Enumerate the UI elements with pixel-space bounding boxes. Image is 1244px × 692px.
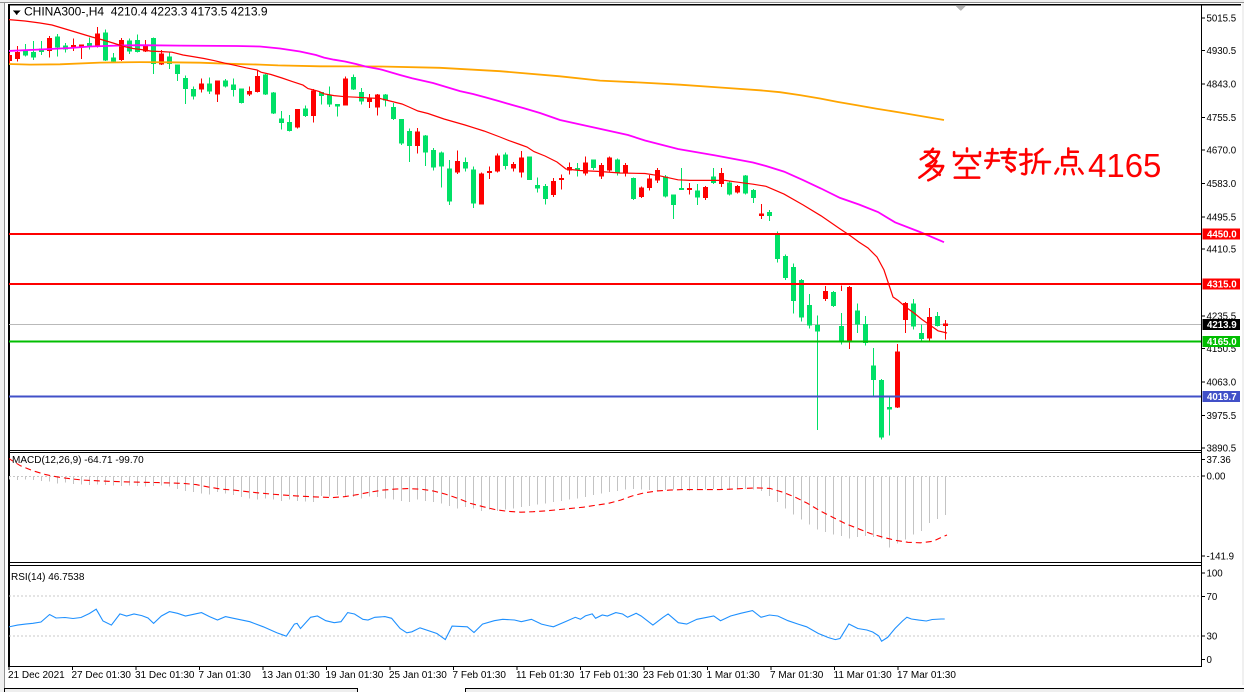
- svg-text:23 Feb 01:30: 23 Feb 01:30: [643, 670, 702, 681]
- svg-text:RSI(14) 46.7538: RSI(14) 46.7538: [11, 572, 85, 583]
- svg-text:4213.9: 4213.9: [1207, 320, 1237, 331]
- svg-text:0.00: 0.00: [1207, 471, 1226, 482]
- svg-text:4150.5: 4150.5: [1207, 344, 1237, 355]
- svg-text:70: 70: [1207, 592, 1218, 603]
- svg-text:4410.5: 4410.5: [1207, 245, 1237, 256]
- svg-text:MACD(12,26,9) -64.71 -99.70: MACD(12,26,9) -64.71 -99.70: [12, 455, 144, 466]
- svg-text:3975.5: 3975.5: [1207, 411, 1237, 422]
- svg-text:100: 100: [1207, 569, 1224, 580]
- svg-text:7 Jan 01:30: 7 Jan 01:30: [199, 670, 252, 681]
- svg-text:4235.5: 4235.5: [1207, 312, 1237, 323]
- svg-text:4315.0: 4315.0: [1207, 279, 1237, 290]
- svg-text:7 Mar 01:30: 7 Mar 01:30: [770, 670, 824, 681]
- svg-text:CHINA300-,H4 4210.4 4223.3 41: CHINA300-,H4 4210.4 4223.3 4173.5 4213.9: [24, 5, 268, 19]
- svg-text:31 Dec 01:30: 31 Dec 01:30: [135, 670, 195, 681]
- svg-text:21 Dec 2021: 21 Dec 2021: [8, 670, 65, 681]
- svg-text:4930.5: 4930.5: [1207, 46, 1237, 57]
- svg-text:4165.0: 4165.0: [1207, 337, 1237, 348]
- svg-text:1 Mar 01:30: 1 Mar 01:30: [707, 670, 761, 681]
- svg-text:4450.0: 4450.0: [1207, 229, 1237, 240]
- svg-text:4755.5: 4755.5: [1207, 113, 1237, 124]
- svg-text:4843.0: 4843.0: [1207, 80, 1237, 91]
- svg-text:25 Jan 01:30: 25 Jan 01:30: [389, 670, 447, 681]
- svg-text:4495.5: 4495.5: [1207, 212, 1237, 223]
- svg-text:3890.5: 3890.5: [1207, 443, 1237, 454]
- svg-text:0: 0: [1207, 655, 1213, 666]
- svg-text:17 Mar 01:30: 17 Mar 01:30: [897, 670, 956, 681]
- svg-text:13 Jan 01:30: 13 Jan 01:30: [262, 670, 320, 681]
- svg-text:4165: 4165: [1088, 147, 1161, 184]
- svg-text:11 Feb 01:30: 11 Feb 01:30: [516, 670, 575, 681]
- svg-text:7 Feb 01:30: 7 Feb 01:30: [453, 670, 507, 681]
- svg-text:4019.7: 4019.7: [1207, 392, 1237, 403]
- svg-text:-141.9: -141.9: [1207, 551, 1234, 562]
- svg-text:37.36: 37.36: [1207, 455, 1231, 466]
- svg-text:5015.5: 5015.5: [1207, 14, 1237, 25]
- svg-text:27 Dec 01:30: 27 Dec 01:30: [72, 670, 132, 681]
- svg-text:4063.0: 4063.0: [1207, 377, 1237, 388]
- svg-text:19 Jan 01:30: 19 Jan 01:30: [326, 670, 384, 681]
- svg-text:4670.0: 4670.0: [1207, 146, 1237, 157]
- svg-text:11 Mar 01:30: 11 Mar 01:30: [834, 670, 893, 681]
- svg-text:30: 30: [1207, 631, 1218, 642]
- svg-text:4583.0: 4583.0: [1207, 179, 1237, 190]
- svg-text:17 Feb 01:30: 17 Feb 01:30: [580, 670, 639, 681]
